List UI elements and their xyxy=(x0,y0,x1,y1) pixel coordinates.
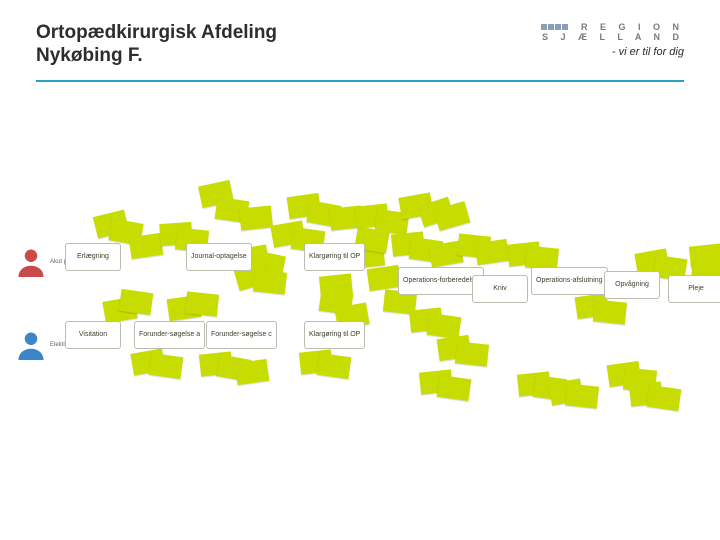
brand-bottom: S J Æ L L A N D xyxy=(541,32,684,42)
sticky-note xyxy=(149,353,184,379)
step-s4: Operations-forberedelse xyxy=(398,267,484,295)
step-s7: Opvågning xyxy=(604,271,660,299)
sticky-note xyxy=(367,265,402,291)
header: Ortopædkirurgisk Afdeling Nykøbing F. R … xyxy=(0,0,720,76)
sticky-note xyxy=(647,385,682,411)
brand-logo: R E G I O N S J Æ L L A N D - vi er til … xyxy=(541,22,684,58)
step-box: Pleje xyxy=(668,275,720,303)
sticky-note xyxy=(235,359,270,385)
logo-squares xyxy=(541,22,569,32)
sticky-note xyxy=(475,239,510,265)
step-box: Visitation xyxy=(65,321,121,349)
sticky-note xyxy=(119,289,154,315)
step-box: Opvågning xyxy=(604,271,660,299)
step-s6: Operations-afslutning xyxy=(531,267,608,295)
sticky-note xyxy=(253,269,287,294)
sticky-note xyxy=(317,353,352,379)
step-s9: Visitation xyxy=(65,321,121,349)
brand-top: R E G I O N xyxy=(541,22,684,32)
diagram-canvas: Akut patientElektiv patientErlægningJour… xyxy=(0,95,720,540)
step-box: Kniv xyxy=(472,275,528,303)
sticky-note xyxy=(437,375,472,401)
sticky-note xyxy=(239,205,273,230)
title-line1: Ortopædkirurgisk Afdeling xyxy=(36,22,277,43)
step-box: Forunder-søgelse a xyxy=(134,321,205,349)
step-s8: Pleje xyxy=(668,275,720,303)
person-icon xyxy=(16,247,46,277)
step-s1: Erlægning xyxy=(65,243,121,271)
step-box: Journal-optagelse xyxy=(186,243,252,271)
step-s10: Forunder-søgelse a xyxy=(134,321,205,349)
step-s12: Klargøring til OP xyxy=(304,321,365,349)
sticky-note xyxy=(129,233,164,259)
step-s2: Journal-optagelse xyxy=(186,243,252,271)
step-box: Erlægning xyxy=(65,243,121,271)
sticky-note xyxy=(427,313,462,339)
header-rule xyxy=(36,80,684,82)
step-box: Operations-forberedelse xyxy=(398,267,484,295)
step-box: Operations-afslutning xyxy=(531,267,608,295)
page-title: Ortopædkirurgisk Afdeling Nykøbing F. xyxy=(36,22,277,68)
step-s3: Klargøring til OP xyxy=(304,243,365,271)
brand-tagline: - vi er til for dig xyxy=(541,46,684,58)
step-s11: Forunder-søgelse c xyxy=(206,321,277,349)
sticky-note xyxy=(565,383,599,408)
title-line2: Nykøbing F. xyxy=(36,45,143,66)
step-box: Klargøring til OP xyxy=(304,243,365,271)
step-box: Klargøring til OP xyxy=(304,321,365,349)
step-s5: Kniv xyxy=(472,275,528,303)
sticky-note xyxy=(185,291,219,316)
sticky-note xyxy=(455,341,489,366)
person-icon xyxy=(16,330,46,360)
step-box: Forunder-søgelse c xyxy=(206,321,277,349)
sticky-note xyxy=(593,299,627,324)
